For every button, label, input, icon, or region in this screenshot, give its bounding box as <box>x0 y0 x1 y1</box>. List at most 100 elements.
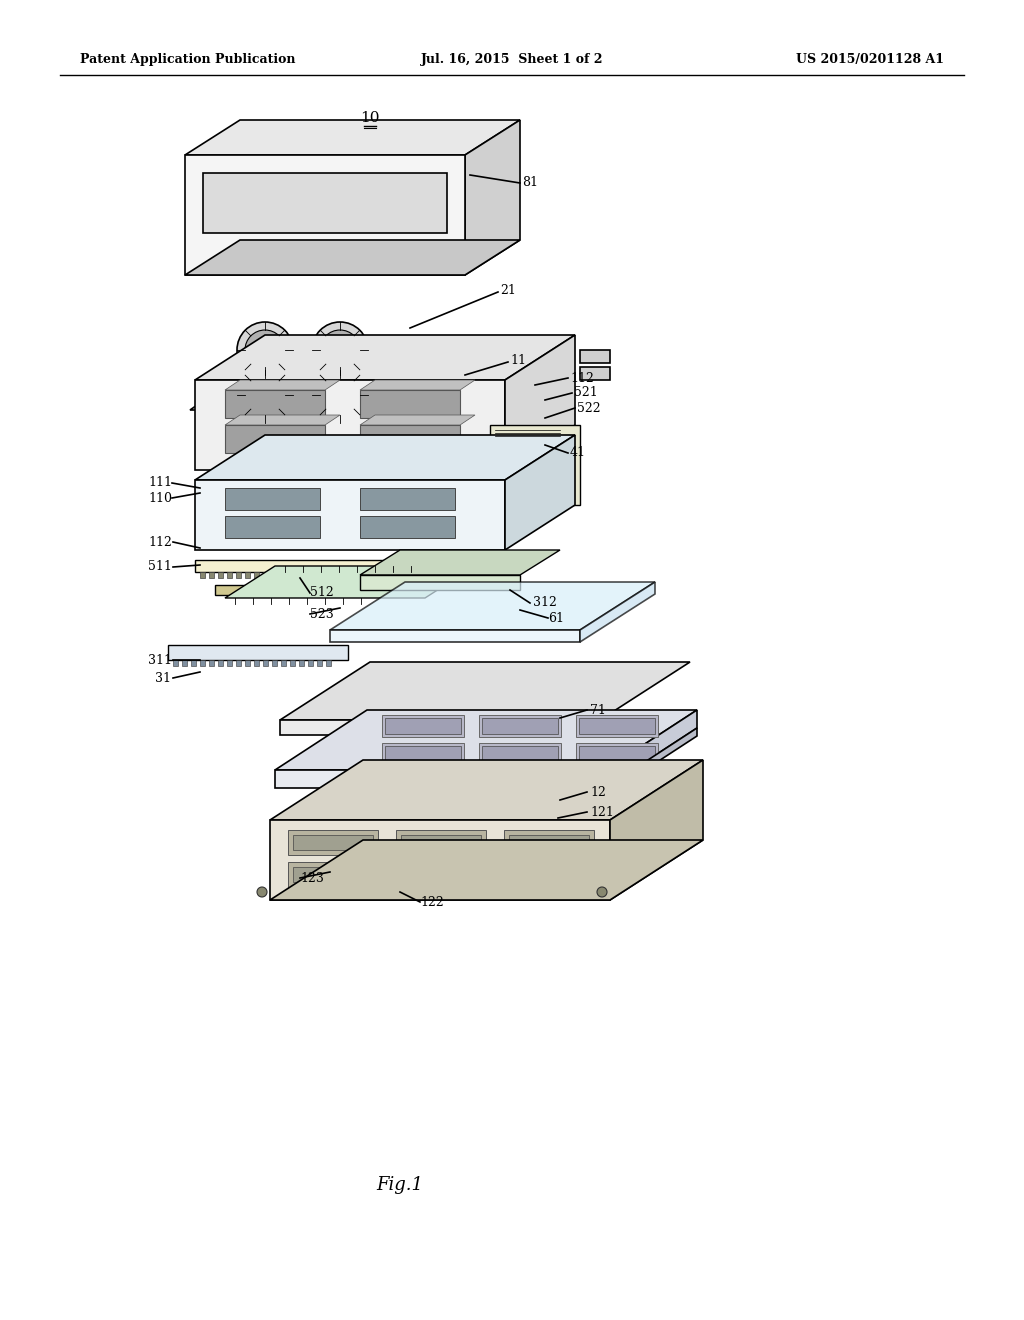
Polygon shape <box>605 710 697 788</box>
Polygon shape <box>254 660 259 667</box>
Circle shape <box>237 322 293 378</box>
Polygon shape <box>317 572 322 578</box>
Text: 12: 12 <box>590 785 606 799</box>
Polygon shape <box>299 660 304 667</box>
Polygon shape <box>227 572 232 578</box>
Polygon shape <box>203 173 447 234</box>
Polygon shape <box>227 660 232 667</box>
Polygon shape <box>401 836 481 850</box>
Polygon shape <box>288 830 378 855</box>
Text: 523: 523 <box>310 607 334 620</box>
Polygon shape <box>225 389 325 418</box>
Text: 123: 123 <box>300 871 324 884</box>
Polygon shape <box>509 836 589 850</box>
Text: 512: 512 <box>310 586 334 599</box>
Polygon shape <box>580 350 610 363</box>
Polygon shape <box>168 645 348 660</box>
Circle shape <box>312 367 368 422</box>
Polygon shape <box>236 660 241 667</box>
Polygon shape <box>270 760 703 820</box>
Circle shape <box>245 375 285 414</box>
Polygon shape <box>190 375 460 411</box>
Polygon shape <box>245 572 250 578</box>
Text: 41: 41 <box>570 446 586 459</box>
Polygon shape <box>504 862 594 887</box>
Polygon shape <box>330 630 580 642</box>
Polygon shape <box>360 380 475 389</box>
Polygon shape <box>317 660 322 667</box>
Polygon shape <box>335 572 340 578</box>
Polygon shape <box>360 414 475 425</box>
Circle shape <box>328 383 352 407</box>
Polygon shape <box>504 830 594 855</box>
Polygon shape <box>185 240 520 275</box>
Polygon shape <box>218 660 223 667</box>
Polygon shape <box>344 572 349 578</box>
Polygon shape <box>293 836 373 850</box>
Polygon shape <box>209 660 214 667</box>
Polygon shape <box>465 120 520 275</box>
Polygon shape <box>353 572 358 578</box>
Polygon shape <box>236 572 241 578</box>
Text: 110: 110 <box>148 491 172 504</box>
Polygon shape <box>225 488 319 510</box>
Text: 112: 112 <box>570 371 594 384</box>
Polygon shape <box>293 867 373 882</box>
Polygon shape <box>200 572 205 578</box>
Polygon shape <box>382 743 464 766</box>
Polygon shape <box>610 760 703 900</box>
Polygon shape <box>225 425 325 453</box>
Polygon shape <box>200 660 205 667</box>
Polygon shape <box>288 862 378 887</box>
Polygon shape <box>225 414 340 425</box>
Text: Jul. 16, 2015  Sheet 1 of 2: Jul. 16, 2015 Sheet 1 of 2 <box>421 54 603 66</box>
Polygon shape <box>579 746 655 762</box>
Polygon shape <box>308 660 313 667</box>
Polygon shape <box>579 718 655 734</box>
Text: 21: 21 <box>500 284 516 297</box>
Polygon shape <box>195 560 395 572</box>
Polygon shape <box>280 663 690 719</box>
Text: 311: 311 <box>148 653 172 667</box>
Polygon shape <box>185 154 465 275</box>
Text: 522: 522 <box>577 401 601 414</box>
Polygon shape <box>270 820 610 900</box>
Polygon shape <box>272 572 278 578</box>
Circle shape <box>257 887 267 898</box>
Polygon shape <box>490 425 580 506</box>
Polygon shape <box>362 572 367 578</box>
Text: Patent Application Publication: Patent Application Publication <box>80 54 296 66</box>
Polygon shape <box>270 840 703 900</box>
Text: 61: 61 <box>548 611 564 624</box>
Polygon shape <box>580 367 610 380</box>
Polygon shape <box>182 660 187 667</box>
Polygon shape <box>254 572 259 578</box>
Circle shape <box>312 322 368 378</box>
Polygon shape <box>215 585 375 595</box>
Circle shape <box>319 330 360 370</box>
Polygon shape <box>290 660 295 667</box>
Text: 511: 511 <box>148 561 172 573</box>
Text: Fig.1: Fig.1 <box>377 1176 424 1195</box>
Polygon shape <box>290 572 295 578</box>
Circle shape <box>245 330 285 370</box>
Circle shape <box>237 367 293 422</box>
Polygon shape <box>360 389 460 418</box>
Polygon shape <box>479 743 561 766</box>
Polygon shape <box>482 746 558 762</box>
Circle shape <box>597 887 607 898</box>
Polygon shape <box>280 719 600 735</box>
Circle shape <box>253 383 278 407</box>
Polygon shape <box>479 715 561 737</box>
Polygon shape <box>360 425 460 453</box>
Text: 71: 71 <box>590 704 606 717</box>
Polygon shape <box>505 335 575 470</box>
Circle shape <box>253 338 278 362</box>
Polygon shape <box>580 582 655 642</box>
Polygon shape <box>575 743 658 766</box>
Text: 11: 11 <box>510 354 526 367</box>
Text: 312: 312 <box>534 597 557 610</box>
Text: 111: 111 <box>148 477 172 490</box>
Polygon shape <box>360 488 455 510</box>
Polygon shape <box>385 746 461 762</box>
